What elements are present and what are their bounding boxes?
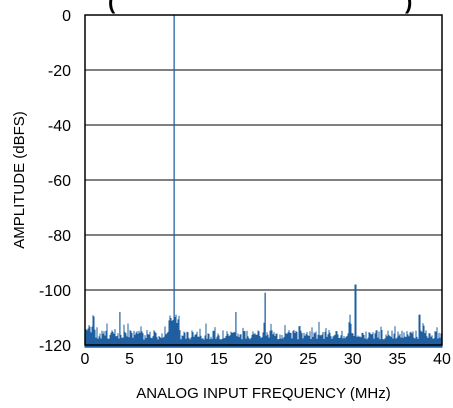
- grid-lines: [85, 69, 442, 291]
- x-tick-label: 25: [299, 351, 317, 368]
- y-tick-label: -100: [39, 283, 71, 300]
- title-fragment-close: ): [405, 0, 412, 14]
- x-tick-label: 40: [433, 351, 451, 368]
- title-fragment-open: (: [108, 0, 116, 14]
- x-tick-label: 20: [255, 351, 273, 368]
- x-tick-label: 15: [210, 351, 228, 368]
- y-axis-label: AMPLITUDE (dBFS): [11, 111, 28, 249]
- x-tick-label: 5: [125, 351, 134, 368]
- x-tick-label: 10: [165, 351, 183, 368]
- plot-frame: [84, 14, 443, 346]
- x-tick-label: 30: [344, 351, 362, 368]
- chart-title-fragment: (): [108, 0, 412, 14]
- y-tick-label: -80: [48, 228, 71, 245]
- spur-markers: [119, 15, 421, 337]
- y-tick-label: -20: [48, 63, 71, 80]
- y-tick-labels: 0 -20 -40 -60 -80 -100 -120: [39, 8, 71, 355]
- x-tick-label: 0: [81, 351, 90, 368]
- y-tick-label: -120: [39, 338, 71, 355]
- y-tick-label: 0: [62, 8, 71, 25]
- x-axis-label: ANALOG INPUT FREQUENCY (MHz): [136, 385, 390, 402]
- y-tick-label: -40: [48, 118, 71, 135]
- y-tick-label: -60: [48, 173, 71, 190]
- x-tick-label: 35: [388, 351, 406, 368]
- spectrum-line: [84, 15, 443, 348]
- x-tick-labels: 0 5 10 15 20 25 30 35 40: [81, 351, 451, 368]
